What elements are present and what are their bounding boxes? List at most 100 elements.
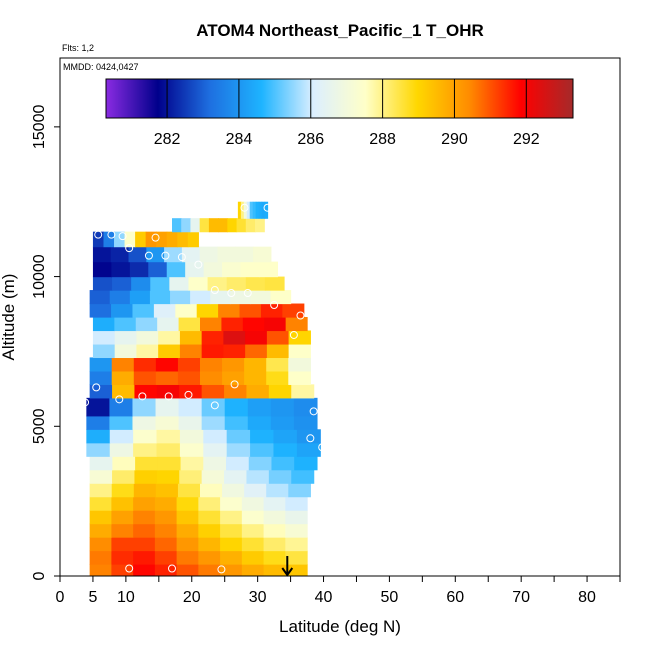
x-tick-label: 50 bbox=[381, 589, 399, 606]
heatmap-cell bbox=[224, 384, 248, 399]
x-axis: 0 5 10 20 30 40 50 60 70 80 bbox=[56, 576, 621, 606]
heatmap-cell bbox=[224, 415, 249, 430]
heatmap-cell bbox=[89, 523, 112, 538]
heatmap-cell bbox=[201, 384, 225, 399]
heatmap-cell bbox=[89, 550, 112, 565]
colorbar-tick-label: 282 bbox=[154, 131, 181, 148]
x-axis-title: Latitude (deg N) bbox=[279, 617, 401, 636]
heatmap-cell bbox=[266, 330, 290, 345]
heatmap-cell bbox=[224, 469, 248, 484]
heatmap-cell bbox=[218, 303, 241, 318]
heatmap-cell bbox=[111, 537, 134, 552]
heatmap-layer bbox=[86, 201, 321, 576]
y-axis: 0 5000 10000 15000 bbox=[31, 105, 60, 580]
x-tick-label: 5 bbox=[88, 589, 97, 606]
heatmap-cell bbox=[129, 261, 149, 278]
heatmap-cell bbox=[296, 429, 321, 444]
heatmap-cell bbox=[92, 276, 113, 291]
heatmap-cell bbox=[112, 276, 132, 291]
heatmap-cell bbox=[263, 537, 286, 552]
heatmap-cell bbox=[293, 397, 318, 417]
heatmap-cell bbox=[240, 201, 245, 219]
heatmap-cell bbox=[224, 397, 249, 417]
heatmap-cell bbox=[111, 550, 134, 565]
heatmap-cell bbox=[226, 276, 247, 291]
heatmap-cell bbox=[145, 231, 157, 248]
heatmap-cell bbox=[201, 343, 224, 359]
heatmap-cell bbox=[179, 343, 203, 359]
heatmap-cell bbox=[111, 261, 131, 278]
heatmap-cell bbox=[86, 397, 111, 417]
heatmap-cell bbox=[111, 357, 135, 372]
heatmap-cell bbox=[179, 330, 203, 345]
heatmap-cell bbox=[268, 469, 292, 484]
heatmap-cell bbox=[155, 483, 179, 498]
heatmap-cell bbox=[178, 415, 203, 430]
heatmap-cell bbox=[220, 510, 243, 525]
heatmap-cell bbox=[221, 317, 244, 332]
sample-point bbox=[230, 380, 239, 389]
sample-point bbox=[184, 390, 193, 399]
heatmap-cell bbox=[86, 415, 111, 430]
heatmap-cell bbox=[179, 442, 204, 457]
heatmap-cell bbox=[169, 276, 190, 291]
heatmap-cell bbox=[109, 290, 131, 305]
heatmap-cell bbox=[135, 317, 158, 332]
heatmap-cell bbox=[246, 384, 270, 399]
heatmap-cell bbox=[230, 290, 251, 305]
heatmap-cell bbox=[110, 246, 130, 263]
sample-point bbox=[118, 232, 127, 241]
heatmap-cell bbox=[241, 550, 265, 565]
sample-point bbox=[306, 434, 315, 443]
y-axis-title: Altitude (m) bbox=[0, 274, 18, 361]
heatmap-cell bbox=[270, 290, 292, 305]
chart-title: ATOM4 Northeast_Pacific_1 T_OHR bbox=[196, 21, 484, 40]
heatmap-cell bbox=[249, 201, 254, 219]
heatmap-cell bbox=[263, 510, 286, 525]
heatmap-cell bbox=[264, 276, 285, 291]
heatmap-cell bbox=[288, 370, 311, 385]
heatmap-cell bbox=[288, 357, 311, 372]
heatmap-cell bbox=[266, 357, 289, 372]
heatmap-cell bbox=[217, 246, 236, 263]
heatmap-cell bbox=[136, 343, 159, 359]
heatmap-cell bbox=[198, 550, 221, 565]
heatmap-cell bbox=[133, 483, 157, 498]
heatmap-cell bbox=[92, 231, 105, 248]
heatmap-cell bbox=[220, 550, 243, 565]
heatmap-cell bbox=[132, 303, 155, 318]
heatmap-cell bbox=[203, 261, 223, 278]
heatmap-cell bbox=[253, 246, 272, 263]
sample-point bbox=[125, 564, 134, 573]
heatmap-cell bbox=[179, 469, 203, 484]
heatmap-cell bbox=[258, 261, 279, 278]
heatmap-cell bbox=[176, 510, 199, 525]
heatmap-cell bbox=[153, 303, 176, 318]
heatmap-cell bbox=[223, 343, 246, 359]
heatmap-cell bbox=[264, 317, 287, 332]
heatmap-cell bbox=[155, 370, 179, 385]
x-tick-label: 40 bbox=[315, 589, 333, 606]
heatmap-cell bbox=[241, 523, 265, 538]
sample-point bbox=[107, 230, 116, 239]
heatmap-cell bbox=[199, 218, 210, 233]
heatmap-cell bbox=[92, 246, 112, 263]
heatmap-cell bbox=[263, 550, 286, 565]
heatmap-cell bbox=[282, 303, 305, 318]
sample-point bbox=[164, 392, 173, 401]
heatmap-cell bbox=[190, 290, 211, 305]
heatmap-cell bbox=[266, 343, 290, 359]
heatmap-cell bbox=[134, 469, 158, 484]
heatmap-cell bbox=[268, 384, 292, 399]
heatmap-cell bbox=[154, 510, 178, 525]
heatmap-cell bbox=[114, 231, 126, 248]
heatmap-cell bbox=[241, 537, 265, 552]
heatmap-cell bbox=[244, 370, 267, 385]
heatmap-cell bbox=[203, 442, 228, 457]
heatmap-cell bbox=[155, 357, 179, 372]
heatmap-cell bbox=[149, 290, 171, 305]
heatmap-cell bbox=[180, 456, 204, 471]
heatmap-cell bbox=[285, 510, 308, 525]
sample-point bbox=[194, 260, 203, 269]
